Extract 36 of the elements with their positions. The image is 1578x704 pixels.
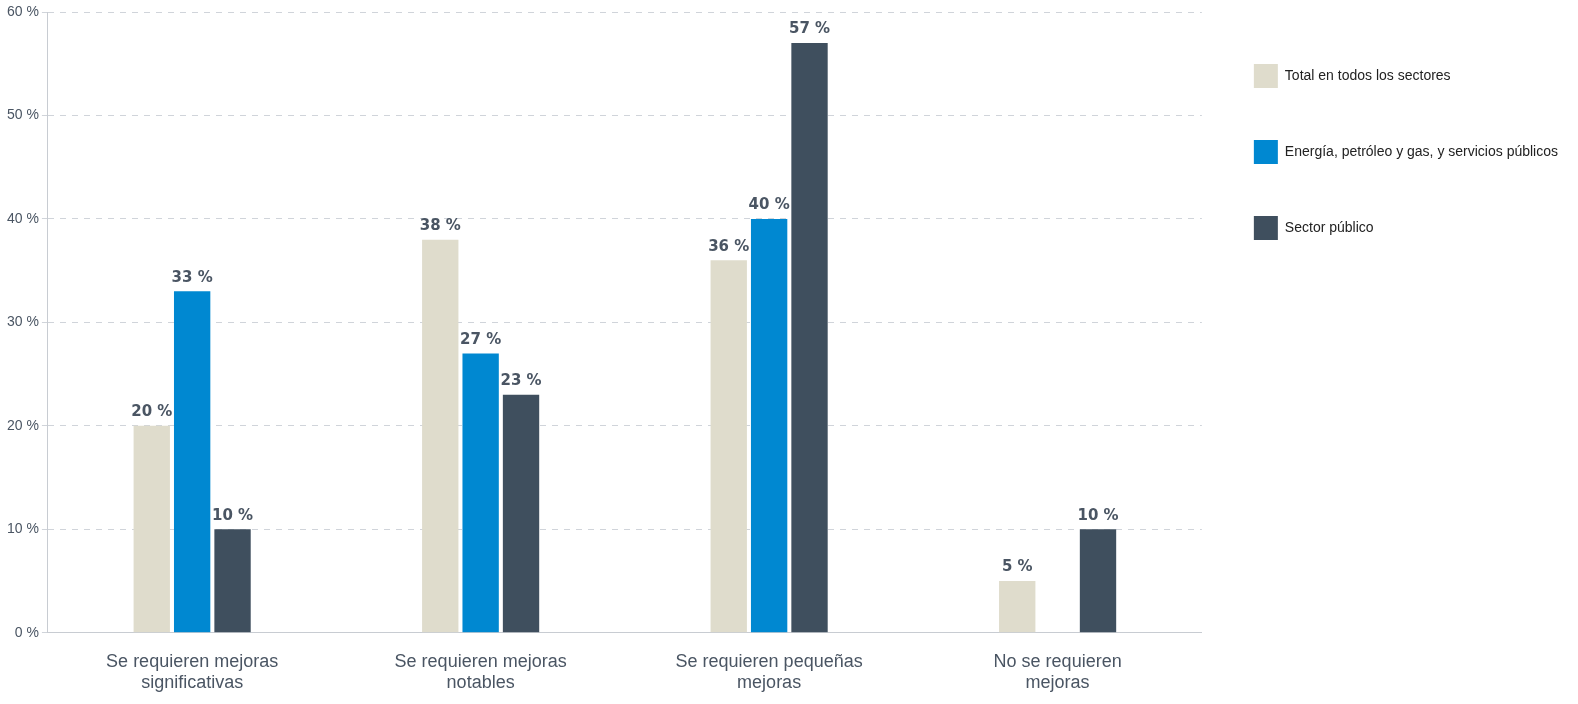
y-tick-label: 30 % <box>6 313 39 330</box>
y-tick-label: 40 % <box>6 209 39 226</box>
bar <box>133 425 170 633</box>
y-tick-label: 20 % <box>6 416 39 433</box>
bar <box>422 239 459 633</box>
data-label: 57 % <box>788 19 831 38</box>
bar <box>750 218 788 633</box>
bar <box>173 291 211 633</box>
data-label: 5 % <box>1001 557 1033 576</box>
y-tick-label: 50 % <box>6 106 39 123</box>
data-label: 33 % <box>171 267 213 286</box>
y-tick-label: 60 % <box>6 2 39 19</box>
bar <box>1079 529 1117 633</box>
bar <box>999 581 1036 633</box>
x-tick-label: Se requieren pequeñas mejoras <box>675 650 863 693</box>
data-label: 38 % <box>419 216 461 235</box>
legend-label: Sector público <box>1284 218 1374 235</box>
legend-label: Total en todos los sectores <box>1284 66 1451 83</box>
data-label: 23 % <box>500 371 542 390</box>
bar <box>791 43 828 633</box>
x-tick-label: Se requieren mejoras notables <box>394 650 567 693</box>
bar <box>214 529 251 633</box>
bar <box>710 260 747 633</box>
data-label: 10 % <box>1077 505 1119 524</box>
data-label: 40 % <box>748 195 790 214</box>
data-label: 20 % <box>131 402 173 421</box>
x-tick-label: Se requieren mejoras significativas <box>106 650 279 693</box>
legend-label: Energía, petróleo y gas, y servicios públicos <box>1284 142 1558 159</box>
y-tick-label: 0 % <box>14 623 39 640</box>
data-label: 10 % <box>211 505 254 524</box>
bar <box>502 394 540 633</box>
bar <box>462 353 499 633</box>
x-tick-label: No se requieren mejoras <box>993 650 1122 693</box>
data-label: 27 % <box>460 329 502 348</box>
data-label: 36 % <box>708 236 750 255</box>
y-tick-label: 10 % <box>6 520 39 537</box>
